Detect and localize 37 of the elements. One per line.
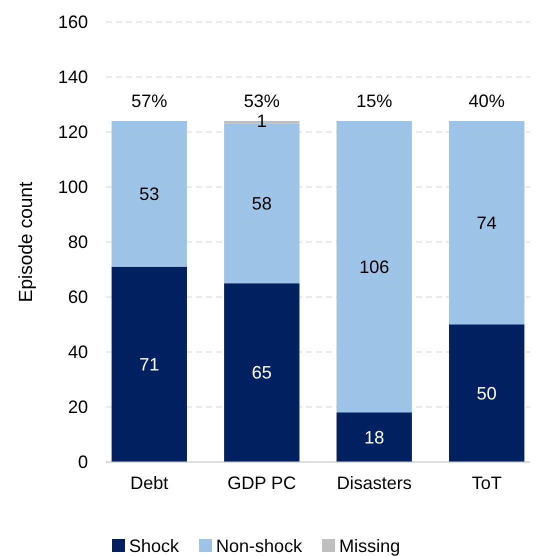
bar [224,283,300,462]
data-label: 50 [476,383,497,404]
legend-label: Non-shock [216,536,304,556]
data-label: 53 [139,184,160,204]
y-tick-label: 60 [68,286,88,307]
bar [112,121,187,267]
legend-label: Shock [129,536,180,556]
bar [449,324,524,462]
data-label: 74 [476,212,497,233]
data-label: 18 [364,427,384,448]
annotation: 57% [131,91,168,111]
x-tick-label: Disasters [336,472,412,493]
x-tick-label: Debt [130,472,168,493]
annotation: 15% [356,91,392,111]
y-tick-label: 160 [58,12,88,32]
x-tick-label: GDP PC [227,472,296,493]
bar [336,412,412,462]
annotation: 53% [244,91,280,111]
data-label: 1 [256,111,267,131]
data-label: 71 [139,354,160,374]
y-tick-label: 0 [78,452,88,472]
y-tick-label: 20 [68,396,88,417]
bar [336,121,412,412]
x-tick-label: ToT [472,472,502,493]
y-tick-label: 80 [68,232,88,252]
legend-label: Missing [339,536,400,556]
y-tick-label: 140 [58,66,88,87]
bar [449,121,524,324]
y-axis-title: Episode count [16,181,37,302]
data-label: 65 [252,362,272,383]
y-tick-label: 40 [68,342,88,362]
y-tick-label: 120 [58,122,88,142]
data-label: 106 [359,256,390,277]
annotation: 40% [468,91,505,111]
data-label: 58 [252,194,272,214]
y-tick-label: 100 [58,176,88,197]
bar [112,266,187,462]
